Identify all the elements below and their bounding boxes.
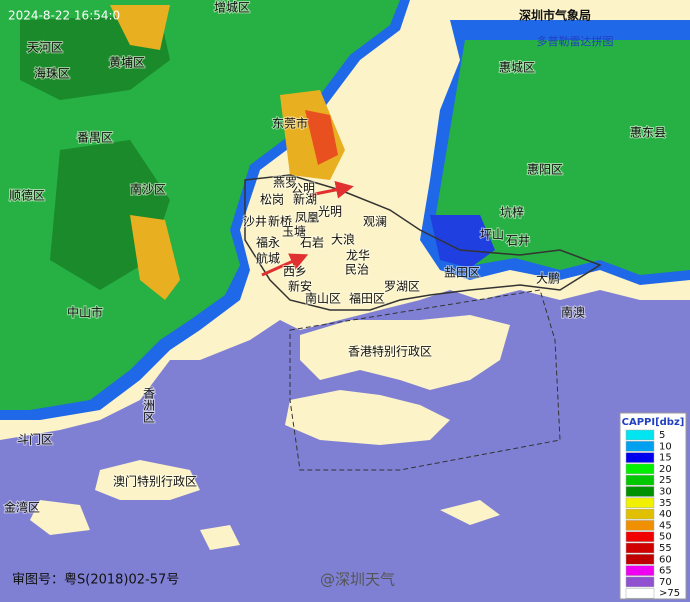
- place-label: 公明: [291, 182, 315, 196]
- place-label: 凤凰: [295, 211, 319, 225]
- legend-swatch: [625, 531, 655, 542]
- place-label: 金湾区: [4, 500, 40, 515]
- place-label: 航城: [256, 251, 280, 266]
- place-label: 福田区: [349, 291, 385, 306]
- legend-label: 25: [659, 475, 672, 486]
- legend-label: 35: [659, 498, 672, 509]
- place-label: 澳门特别行政区: [113, 474, 197, 489]
- agency: 深圳市气象局: [519, 8, 591, 23]
- place-label: 惠阳区: [527, 163, 563, 177]
- radar-echo-yellow: [110, 5, 345, 300]
- place-label: 海珠区: [34, 66, 70, 81]
- legend-label: 15: [659, 453, 672, 464]
- subtitle: 多普勒雷达拼图: [537, 34, 614, 48]
- place-label: 沙井: [243, 215, 267, 229]
- place-label: 坪山: [480, 228, 504, 242]
- legend-swatch: [625, 429, 655, 441]
- place-label: 惠东县: [630, 126, 666, 140]
- place-label: 东莞市: [272, 116, 308, 131]
- legend-label: 20: [659, 464, 672, 475]
- place-label: 斗门区: [17, 432, 53, 447]
- place-label: 顺德区: [9, 188, 45, 203]
- place-label: 南沙区: [130, 182, 166, 197]
- legend-label: 5: [659, 430, 665, 441]
- place-label: 石井: [506, 234, 530, 248]
- legend-swatch: [625, 474, 655, 486]
- legend: CAPPI[dbz] 510152025303540455055606570>7…: [619, 412, 687, 600]
- map-number: 审图号：粤S(2018)02-57号: [12, 572, 179, 588]
- place-label: 福永: [256, 235, 280, 250]
- legend-swatch: [625, 542, 655, 554]
- island: [30, 500, 90, 535]
- timestamp: 2024-8-22 16:54:0: [8, 9, 120, 23]
- legend-swatch: [625, 508, 655, 520]
- legend-label: 30: [659, 487, 672, 498]
- legend-label: 70: [659, 577, 672, 588]
- place-label: 西乡: [283, 265, 307, 279]
- legend-swatch: [625, 441, 655, 452]
- arrow: [261, 253, 309, 277]
- place-label: 惠城区: [499, 61, 535, 75]
- legend-label: 50: [659, 532, 672, 543]
- legend-title: CAPPI[dbz]: [622, 417, 685, 428]
- place-label: 观澜: [363, 215, 387, 229]
- arrow: [309, 180, 354, 199]
- radar-echo-orange: [305, 110, 338, 165]
- place-label: 松岗: [260, 193, 284, 207]
- legend-label: 40: [659, 509, 672, 520]
- legend-swatch: [625, 554, 655, 565]
- place-label: 中山市: [67, 305, 103, 320]
- radar-echo-green: [435, 40, 690, 275]
- legend-swatch: [625, 497, 655, 509]
- legend-label: 45: [659, 520, 672, 531]
- place-label: 石岩: [300, 235, 324, 250]
- place-label: 新桥: [268, 214, 292, 229]
- legend-swatch: [625, 576, 655, 588]
- shenzhen-boundary: [244, 174, 602, 311]
- hong-kong-land: [300, 315, 510, 390]
- place-label: 增城区: [214, 1, 250, 15]
- place-label: 天河区: [27, 41, 63, 55]
- place-label: 新湖: [293, 192, 317, 207]
- place-label: 民治: [345, 263, 369, 277]
- place-label: 南澳: [561, 305, 585, 320]
- place-label: 龙华: [346, 249, 370, 263]
- legend-swatch: [625, 486, 655, 497]
- legend-swatch: [625, 452, 655, 463]
- islands: [200, 500, 500, 550]
- legend-label: 65: [659, 566, 672, 577]
- legend-swatch: [625, 565, 655, 576]
- watermark: @深圳天气: [320, 571, 395, 589]
- radar-echo-blue: [430, 215, 495, 268]
- legend-label: 60: [659, 554, 672, 565]
- place-label: 盐田区: [444, 266, 480, 280]
- place-label: 黄埔区: [109, 56, 145, 70]
- place-label: 香洲区: [142, 387, 156, 423]
- place-label: 大浪: [331, 232, 355, 247]
- legend-label: >75: [659, 588, 680, 599]
- macau-land: [95, 460, 200, 500]
- place-label: 番禺区: [77, 131, 113, 145]
- hong-kong-island: [285, 390, 450, 445]
- place-label: 大鹏: [536, 272, 560, 286]
- place-label: 燕罗: [273, 176, 297, 190]
- legend-label: 55: [659, 543, 672, 554]
- place-label: 光明: [318, 205, 342, 219]
- place-label: 香港特别行政区: [348, 344, 432, 359]
- place-label: 新安: [288, 279, 312, 294]
- place-label: 坑梓: [500, 205, 524, 220]
- place-label: 罗湖区: [384, 279, 420, 294]
- legend-label: 10: [659, 441, 672, 452]
- place-label: 南山区: [305, 291, 341, 306]
- place-label: 玉塘: [282, 224, 306, 239]
- legend-swatch: [625, 587, 655, 599]
- legend-swatch: [625, 520, 655, 531]
- legend-swatch: [625, 463, 655, 475]
